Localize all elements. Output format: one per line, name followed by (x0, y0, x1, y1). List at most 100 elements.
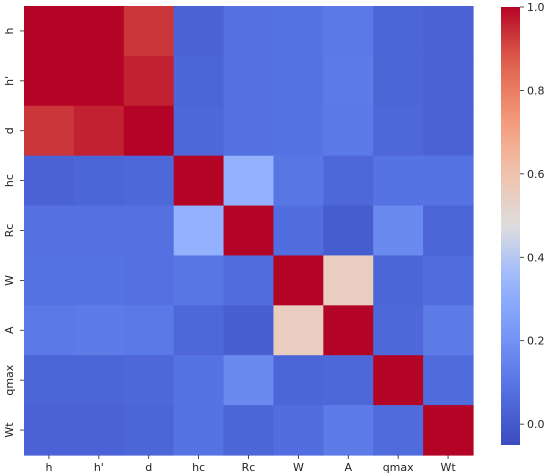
heatmap-cell-h'-W (273, 55, 324, 107)
heatmap-cell-W-Rc (223, 255, 275, 306)
heatmap-cell-h'-h (24, 55, 75, 107)
heatmap-cell-Wt-A (323, 405, 374, 456)
heatmap-cell-d-W (273, 105, 324, 157)
heatmap-cell-A-h' (73, 305, 125, 356)
heatmap-cell-d-A (323, 105, 374, 157)
x-tick-label: h (45, 461, 52, 474)
x-tick-label: qmax (383, 461, 414, 474)
y-tick-label: h' (3, 76, 16, 86)
colorbar-tick-label: 0.0 (527, 418, 545, 431)
x-tick-label: A (345, 461, 353, 474)
heatmap-cell-A-qmax (373, 305, 424, 356)
y-tick-label: W (3, 275, 16, 286)
colorbar-ticks: 0.0 0.2 0.4 0.6 0.8 1.0 (520, 1, 545, 431)
heatmap-cell-h'-hc (173, 55, 225, 107)
heatmap-cell-h-A (323, 6, 374, 57)
heatmap-cell-A-W (273, 305, 324, 356)
heatmap-cell-Rc-qmax (373, 205, 424, 257)
heatmap-cell-hc-d (123, 155, 175, 207)
heatmap-cell-hc-A (323, 155, 374, 207)
heatmap-cell-Wt-h (24, 405, 75, 456)
heatmap-cell-hc-qmax (373, 155, 424, 207)
heatmap-cell-W-d (123, 255, 175, 306)
colorbar-tick-label: 0.2 (527, 335, 545, 348)
heatmap-cell-d-Wt (423, 105, 474, 157)
heatmap-cell-h'-A (323, 55, 374, 107)
heatmap-cell-hc-h (24, 155, 75, 207)
x-tick-label: Wt (440, 461, 456, 474)
heatmap-cell-qmax-Wt (423, 355, 474, 406)
heatmap-cell-A-Rc (223, 305, 275, 356)
heatmap-cell-A-A (323, 305, 374, 356)
y-tick-label: Wt (3, 422, 16, 438)
heatmap-cell-h'-d (123, 55, 175, 107)
heatmap-cell-h'-qmax (373, 55, 424, 107)
heatmap-cell-W-Wt (423, 255, 474, 306)
x-tick-label: hc (192, 461, 205, 474)
heatmap-cell-A-hc (173, 305, 225, 356)
heatmap-cell-A-d (123, 305, 175, 356)
heatmap-cell-hc-Rc (223, 155, 275, 207)
heatmap-cell-W-h (24, 255, 75, 306)
heatmap-cell-A-h (24, 305, 75, 356)
heatmap-cell-h'-Wt (423, 55, 474, 107)
heatmap-cell-hc-hc (173, 155, 225, 207)
heatmap-cell-W-W (273, 255, 324, 306)
x-tick-label: d (145, 461, 152, 474)
heatmap-cell-h-Wt (423, 6, 474, 57)
heatmap-cell-Rc-h' (73, 205, 125, 257)
heatmap-cell-h'-h' (73, 55, 125, 107)
heatmap-cell-Rc-d (123, 205, 175, 257)
heatmap-cell-qmax-qmax (373, 355, 424, 406)
heatmap-cell-W-A (323, 255, 374, 306)
heatmap-cell-Rc-Rc (223, 205, 275, 257)
heatmap-cell-Rc-h (24, 205, 75, 257)
y-tick-label: A (3, 326, 16, 334)
x-tick-label: h' (94, 461, 104, 474)
heatmap-cell-h-W (273, 6, 324, 57)
colorbar-tick-label: 0.6 (527, 168, 545, 181)
heatmap-cell-h-qmax (373, 6, 424, 57)
colorbar-tick-label: 0.4 (527, 251, 545, 264)
heatmap-cell-hc-Wt (423, 155, 474, 207)
heatmap-cell-h-h' (73, 6, 125, 57)
heatmap-cell-h-hc (173, 6, 225, 57)
y-tick-label: h (3, 27, 16, 34)
heatmap-cell-qmax-h (24, 355, 75, 406)
heatmap-cell-A-Wt (423, 305, 474, 356)
colorbar-gradient (501, 7, 520, 445)
y-tick-label: d (3, 127, 16, 134)
heatmap-cell-d-h' (73, 105, 125, 157)
heatmap-cell-W-h' (73, 255, 125, 306)
heatmap-cell-hc-h' (73, 155, 125, 207)
heatmap-cell-qmax-d (123, 355, 175, 406)
heatmap-cell-Wt-qmax (373, 405, 424, 456)
heatmap-cell-Wt-hc (173, 405, 225, 456)
heatmap-cell-Wt-h' (73, 405, 125, 456)
heatmap-cell-Rc-hc (173, 205, 225, 257)
heatmap-cell-hc-W (273, 155, 324, 207)
heatmap-cell-h-h (24, 6, 75, 57)
heatmap-cell-Wt-Wt (423, 405, 474, 456)
heatmap-cell-d-qmax (373, 105, 424, 157)
heatmap-cell-d-Rc (223, 105, 275, 157)
heatmap-cell-Wt-Rc (223, 405, 275, 456)
heatmap-cell-d-hc (173, 105, 225, 157)
heatmap-cell-qmax-Rc (223, 355, 275, 406)
heatmap-cell-Rc-A (323, 205, 374, 257)
heatmap-cell-qmax-A (323, 355, 374, 406)
colorbar-tick-label: 0.8 (527, 84, 545, 97)
y-tick-label: hc (3, 174, 16, 187)
heatmap-cell-Wt-d (123, 405, 175, 456)
heatmap-cell-h'-Rc (223, 55, 275, 107)
heatmap-cell-d-d (123, 105, 175, 157)
colorbar: 0.0 0.2 0.4 0.6 0.8 1.0 (501, 1, 545, 445)
x-tick-label: W (293, 461, 304, 474)
heatmap-cell-Rc-Wt (423, 205, 474, 257)
heatmap-cell-qmax-hc (173, 355, 225, 406)
y-tick-label: Rc (3, 224, 16, 238)
colorbar-tick-label: 1.0 (527, 1, 545, 14)
